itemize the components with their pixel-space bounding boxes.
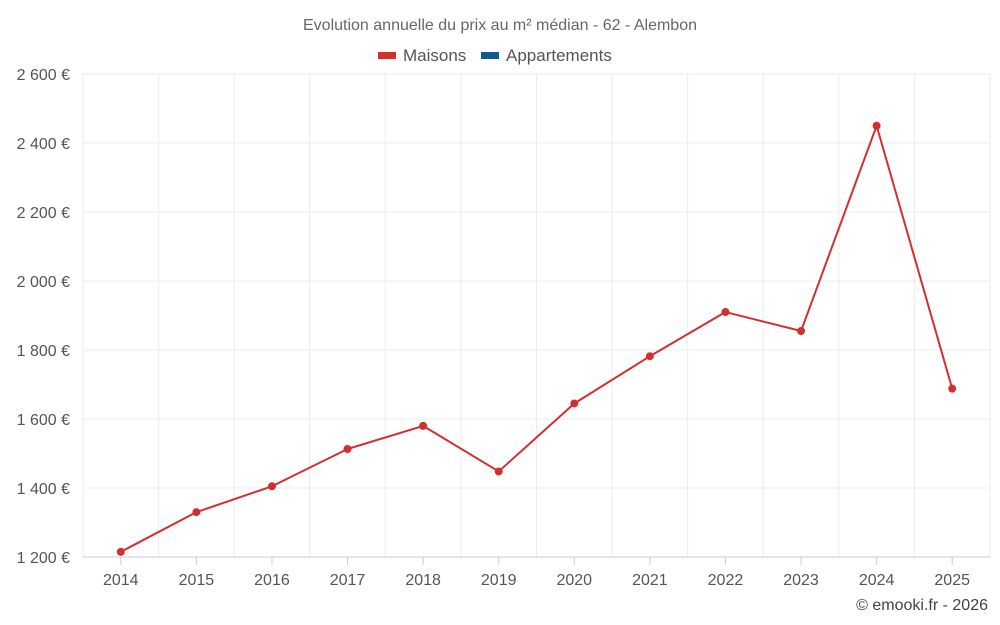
credit-text: © emooki.fr - 2026 (856, 597, 988, 614)
x-tick-label: 2014 (103, 572, 139, 589)
series-maisons (116, 121, 957, 556)
data-point (192, 508, 201, 517)
series-line-maisons (120, 124, 954, 553)
legend: Maisons Appartements (378, 46, 612, 65)
x-tick-label: 2025 (934, 572, 970, 589)
x-tick-label: 2024 (859, 572, 895, 589)
data-point (645, 352, 654, 361)
data-point (343, 445, 352, 454)
legend-swatch-appartements (481, 52, 499, 59)
y-tick-label: 1 400 € (17, 481, 70, 498)
data-point (494, 467, 503, 476)
x-tick-label: 2023 (783, 572, 819, 589)
data-point (797, 327, 806, 336)
y-tick-label: 2 000 € (17, 274, 70, 291)
legend-swatch-maisons (378, 52, 396, 59)
x-tick-label: 2018 (405, 572, 441, 589)
data-point (267, 482, 276, 491)
x-tick-label: 2022 (708, 572, 744, 589)
legend-label-maisons: Maisons (403, 46, 466, 65)
data-point (948, 384, 957, 393)
data-point (570, 399, 579, 408)
x-tick-label: 2016 (254, 572, 290, 589)
y-tick-label: 2 600 € (17, 67, 70, 84)
chart-title: Evolution annuelle du prix au m² médian … (303, 17, 697, 34)
y-tick-label: 2 200 € (17, 205, 70, 222)
legend-label-appartements: Appartements (506, 46, 612, 65)
x-axis: 2014 2015 2016 2017 2018 2019 2020 2021 2022 2023… (103, 557, 970, 589)
data-point (872, 121, 881, 130)
x-tick-label: 2020 (556, 572, 592, 589)
data-point (116, 547, 125, 556)
x-tick-label: 2017 (330, 572, 366, 589)
data-point (721, 308, 730, 317)
y-tick-label: 1 800 € (17, 343, 70, 360)
legend-item-maisons[interactable]: Maisons (378, 46, 466, 65)
grid (82, 73, 991, 558)
x-tick-label: 2019 (481, 572, 517, 589)
x-tick-label: 2015 (179, 572, 215, 589)
data-point (419, 421, 428, 430)
y-tick-label: 2 400 € (17, 136, 70, 153)
legend-item-appartements[interactable]: Appartements (481, 46, 612, 65)
y-tick-label: 1 600 € (17, 412, 70, 429)
x-tick-label: 2021 (632, 572, 668, 589)
y-tick-label: 1 200 € (17, 550, 70, 567)
y-axis: 1 200 € 1 400 € 1 600 € 1 800 € 2 000 € 2 200… (17, 67, 70, 567)
